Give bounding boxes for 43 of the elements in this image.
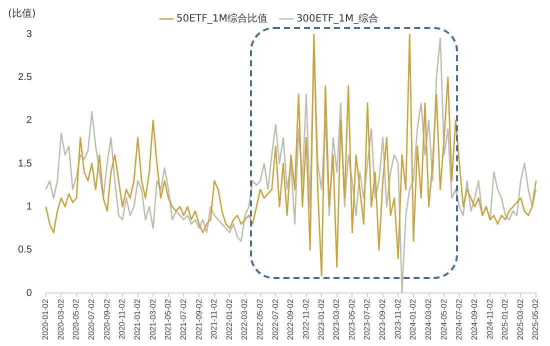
- x-tick-label: 2024-09-02: [470, 298, 479, 340]
- x-tick-label: 2021-07-02: [178, 298, 188, 340]
- x-tick-label: 2023-05-02: [347, 298, 356, 340]
- x-tick-label: 2024-11-02: [485, 298, 494, 340]
- y-tick-label: 0: [26, 288, 32, 299]
- y-tick-label: 2: [26, 115, 32, 126]
- x-tick-label: 2022-11-02: [301, 298, 310, 340]
- legend-label: 300ETF_1M_综合: [296, 12, 379, 25]
- x-tick-label: 2020-09-02: [102, 298, 112, 340]
- y-tick-label: 3: [26, 28, 32, 40]
- y-tick-label: 1: [26, 201, 32, 212]
- x-tick-label: 2020-01-02: [41, 298, 50, 340]
- y-tick-label: 2.5: [18, 72, 32, 83]
- x-tick-label: 2023-07-02: [362, 298, 372, 340]
- x-tick-label: 2022-03-02: [240, 298, 250, 340]
- y-tick-label: 0.5: [18, 244, 32, 256]
- x-tick-label: 2025-01-02: [500, 298, 510, 340]
- x-tick-label: 2021-11-02: [210, 298, 219, 340]
- x-tick-label: 2020-05-02: [72, 298, 81, 340]
- x-tick-label: 2022-05-02: [256, 298, 265, 340]
- x-tick-label: 2023-01-02: [316, 298, 326, 340]
- legend-label: 50ETF_1M综合比值: [176, 12, 268, 25]
- x-tick-label: 2022-07-02: [270, 298, 280, 340]
- x-tick-label: 2022-01-02: [224, 298, 234, 340]
- x-tick-label: 2024-05-02: [439, 298, 448, 340]
- x-tick-label: 2024-07-02: [454, 298, 464, 340]
- x-tick-label: 2020-07-02: [87, 298, 96, 340]
- x-tick-label: 2023-03-02: [332, 298, 342, 340]
- x-tick-label: 2020-03-02: [56, 298, 66, 340]
- x-tick-label: 2021-01-02: [133, 298, 142, 340]
- x-tick-label: 2023-09-02: [378, 298, 388, 340]
- x-tick-label: 2022-09-02: [286, 298, 296, 340]
- x-tick-label: 2021-09-02: [194, 298, 204, 340]
- x-tick-label: 2024-01-02: [408, 298, 418, 340]
- x-tick-label: 2023-11-02: [393, 298, 402, 340]
- y-axis-title: (比值): [8, 8, 36, 20]
- x-tick-label: 2025-05-02: [531, 298, 540, 340]
- x-tick-label: 2025-03-02: [516, 298, 525, 340]
- x-tick-label: 2021-03-02: [148, 298, 158, 340]
- x-tick-label: 2020-11-02: [118, 298, 127, 340]
- y-tick-label: 1.5: [18, 158, 32, 170]
- x-tick-label: 2024-03-02: [424, 298, 433, 340]
- x-tick-label: 2021-05-02: [164, 298, 173, 340]
